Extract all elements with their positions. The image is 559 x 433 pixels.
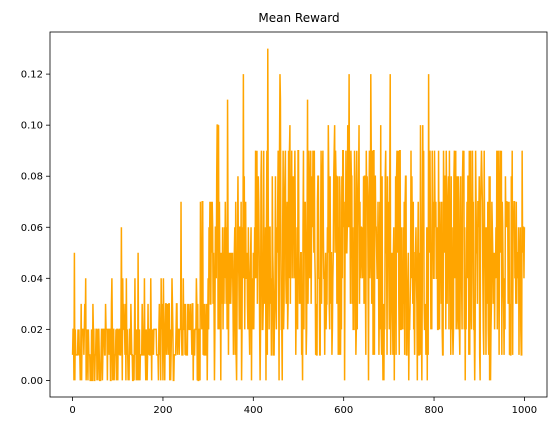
- y-axis-ticks: 0.00 0.02 0.04 0.06 0.08 0.10 0.12: [21, 70, 50, 387]
- y-tick-label: 0.00: [21, 376, 43, 387]
- series-layer: [71, 48, 526, 382]
- axes-frame: [49, 31, 548, 398]
- chart-title: Mean Reward: [258, 11, 339, 25]
- x-tick-label: 0: [69, 405, 75, 416]
- y-tick-label: 0.10: [21, 121, 43, 132]
- x-tick-label: 400: [244, 405, 263, 416]
- x-tick-label: 1000: [512, 405, 537, 416]
- y-tick-label: 0.02: [21, 325, 43, 336]
- y-tick-label: 0.12: [21, 70, 43, 81]
- x-tick-label: 200: [153, 405, 172, 416]
- y-tick-label: 0.08: [21, 172, 43, 183]
- x-tick-label: 800: [424, 405, 443, 416]
- mean-reward-line: [71, 48, 526, 382]
- x-axis-ticks: 0 200 400 600 800 1000: [69, 397, 537, 416]
- y-tick-label: 0.06: [21, 223, 43, 234]
- x-tick-label: 600: [334, 405, 353, 416]
- plot-area: [71, 48, 526, 382]
- y-tick-label: 0.04: [21, 274, 43, 285]
